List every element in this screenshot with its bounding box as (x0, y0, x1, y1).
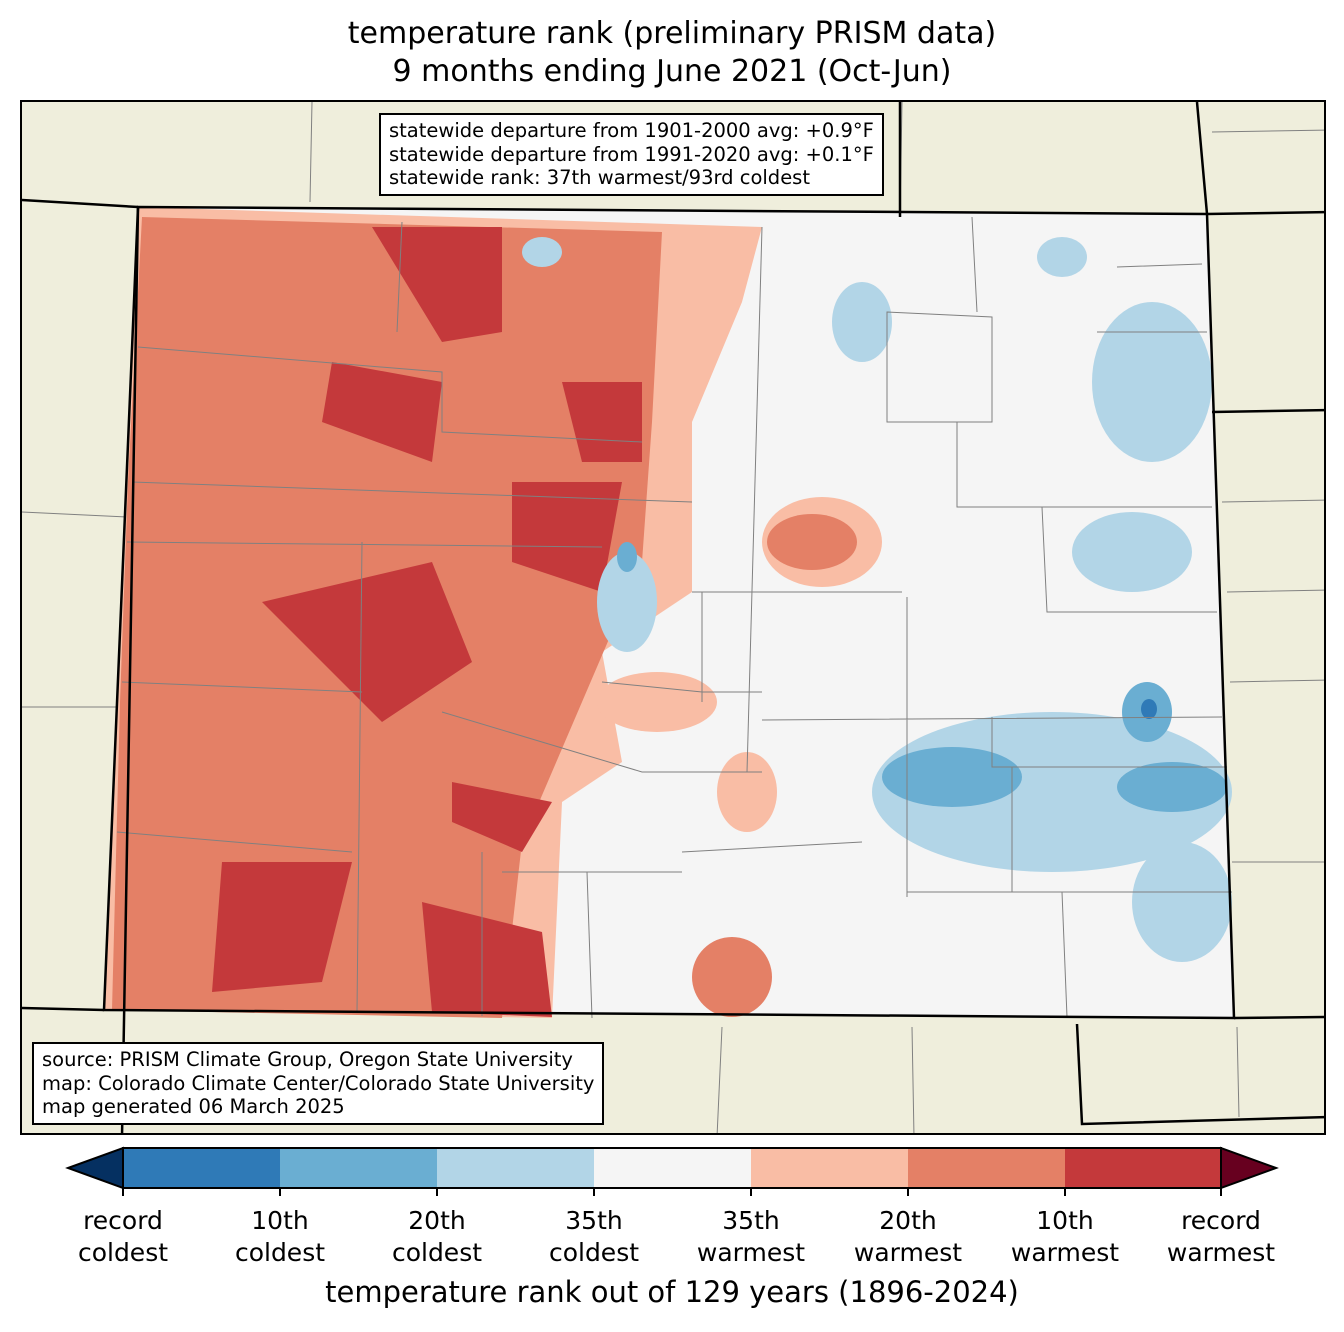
colorbar-label-record-coldest: record coldest (77, 1206, 169, 1267)
colorbar-tick (436, 1188, 438, 1196)
statewide-stats-box: statewide departure from 1901-2000 avg: … (379, 113, 884, 196)
colorbar-extend-warm (1220, 1146, 1279, 1190)
source-line: map: Colorado Climate Center/Colorado St… (42, 1071, 595, 1095)
colorbar-bin-35th-coldest (437, 1148, 594, 1188)
colorbar-bin-35th-warmest (751, 1148, 908, 1188)
colorbar-outline (122, 1147, 1222, 1189)
county-lines (116, 216, 1232, 1019)
colorbar-tick (122, 1188, 124, 1196)
source-line: source: PRISM Climate Group, Oregon Stat… (42, 1048, 573, 1071)
map-title: temperature rank (preliminary PRISM data… (347, 16, 997, 51)
stats-line: statewide departure from 1901-2000 avg: … (389, 119, 874, 142)
stats-line: statewide rank: 37th warmest/93rd coldes… (389, 166, 810, 189)
colorbar-tick (1220, 1188, 1222, 1196)
colorbar-label-20th-warmest: 20th warmest (853, 1206, 963, 1267)
source-line: map generated 06 March 2025 (42, 1095, 345, 1118)
colorbar-label-10th-warmest: 10th warmest (1010, 1206, 1120, 1267)
colorbar-label-35th-warmest: 35th warmest (696, 1206, 806, 1267)
colorbar-axis-label: temperature rank out of 129 years (1896-… (325, 1275, 1019, 1309)
map-area: statewide departure from 1901-2000 avg: … (20, 100, 1326, 1135)
colorbar (65, 1146, 1279, 1190)
colorbar-tick (279, 1188, 281, 1196)
colorbar-extend-cold (65, 1146, 124, 1190)
colorbar-label-record-warmest: record warmest (1166, 1206, 1276, 1267)
colorado-temperature-map (22, 102, 1324, 1133)
colorbar-bin-10th-coldest (123, 1148, 280, 1188)
coldest-spot (1141, 699, 1157, 719)
source-box: source: PRISM Climate Group, Oregon Stat… (32, 1042, 605, 1125)
colorbar-bin-neutral (594, 1148, 751, 1188)
colorbar-label-35th-coldest: 35th coldest (548, 1206, 640, 1267)
warm-anomaly-regions (104, 207, 882, 1018)
colorbar-label-20th-coldest: 20th coldest (391, 1206, 483, 1267)
colorbar-tick (1064, 1188, 1066, 1196)
colorbar-bin-20th-coldest (280, 1148, 437, 1188)
stats-line: statewide departure from 1991-2020 avg: … (389, 142, 874, 166)
colorbar-tick (750, 1188, 752, 1196)
colorbar-bin-20th-warmest (908, 1148, 1065, 1188)
state-borders (22, 102, 1324, 1133)
colorbar-tick (907, 1188, 909, 1196)
colorbar-bin-10th-warmest (1065, 1148, 1221, 1188)
colorbar-tick (593, 1188, 595, 1196)
map-subtitle: 9 months ending June 2021 (Oct-Jun) (392, 54, 952, 89)
colorbar-label-10th-coldest: 10th coldest (234, 1206, 326, 1267)
